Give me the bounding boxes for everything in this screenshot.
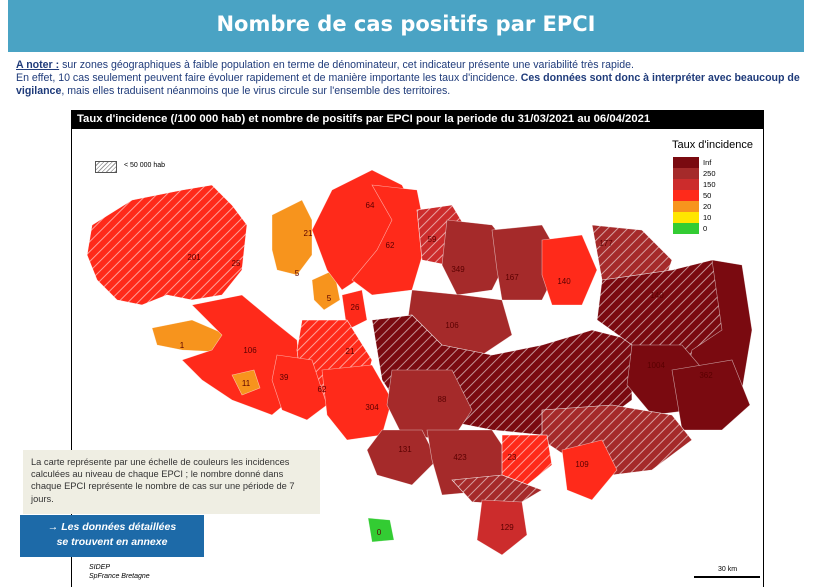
label-39: 39	[280, 373, 289, 382]
label-5b: 5	[327, 294, 332, 303]
source-note: SIDEP SpFrance Bretagne	[89, 563, 150, 581]
legend-swatch-0	[673, 223, 699, 234]
region-62-south	[271, 354, 328, 421]
hatch-legend-label: < 50 000 hab	[124, 162, 166, 169]
brittany-epci-map: 64 21 201 25 5 62 59 349 167 177 140 5 2…	[86, 169, 753, 556]
label-23: 23	[508, 453, 517, 462]
hatch-legend-swatch	[95, 161, 117, 173]
legend-label-0: 0	[703, 224, 708, 233]
scale-label: 30 km	[718, 566, 738, 573]
source-line1: SIDEP	[89, 564, 111, 571]
region-0	[367, 517, 395, 543]
region-21	[271, 199, 313, 276]
legend-swatch-inf	[673, 157, 699, 168]
label-62: 62	[386, 241, 395, 250]
region-129	[476, 499, 528, 556]
legend-swatch-20	[673, 201, 699, 212]
label-62b: 62	[318, 385, 327, 394]
legend-label-250: 250	[703, 169, 716, 178]
label-59: 59	[428, 235, 437, 244]
legend-swatch-150	[673, 179, 699, 190]
region-131	[366, 429, 438, 486]
region-finistere-north-hatch	[86, 184, 248, 306]
legend-label-inf: Inf	[703, 158, 712, 167]
label-109: 109	[575, 460, 589, 469]
label-88: 88	[438, 395, 447, 404]
map-frame	[71, 129, 764, 587]
region-23-hatch	[501, 434, 553, 486]
label-304: 304	[365, 403, 379, 412]
label-1: 1	[180, 341, 185, 350]
legend-swatch-250	[673, 168, 699, 179]
region-62	[351, 184, 428, 296]
region-finistere-south	[181, 294, 303, 416]
label-25: 25	[232, 259, 241, 268]
region-362	[671, 359, 751, 431]
annex-button[interactable]: → Les données détaillées se trouvent en …	[20, 515, 204, 557]
map-title: Taux d'incidence (/100 000 hab) et nombr…	[71, 110, 764, 129]
label-140b: 140	[650, 291, 664, 300]
annex-line2: se trouvent en annexe	[56, 536, 168, 548]
label-131: 131	[398, 445, 412, 454]
title-banner: Nombre de cas positifs par EPCI	[8, 0, 804, 52]
info-box: La carte représente par une échelle de c…	[23, 450, 320, 514]
label-129: 129	[500, 523, 514, 532]
source-line2: SpFrance Bretagne	[89, 573, 150, 580]
legend-label-50: 50	[703, 191, 712, 200]
notice-lead: A noter :	[16, 59, 60, 71]
legend-swatch-10	[673, 212, 699, 223]
notice-line2c: , mais elles traduisent néanmoins que le…	[61, 85, 451, 97]
region-140	[541, 234, 598, 306]
label-11: 11	[242, 379, 251, 388]
region-109	[561, 439, 618, 501]
label-362: 362	[699, 371, 713, 380]
label-0: 0	[377, 528, 382, 537]
label-21b: 21	[346, 347, 355, 356]
notice-text: A noter : sur zones géographiques à faib…	[16, 59, 806, 98]
label-167: 167	[505, 273, 519, 282]
label-177: 177	[599, 239, 613, 248]
region-south-coast-hatch	[451, 474, 543, 506]
label-423: 423	[453, 453, 467, 462]
notice-line1: sur zones géographiques à faible populat…	[59, 59, 634, 71]
notice-line2b: Ces données sont donc à interpréter avec…	[16, 72, 800, 97]
page-title: Nombre de cas positifs par EPCI	[216, 12, 596, 36]
legend-label-20: 20	[703, 202, 712, 211]
legend-title: Taux d'incidence	[672, 139, 753, 151]
label-140: 140	[557, 277, 571, 286]
label-5a: 5	[295, 269, 300, 278]
region-11	[231, 369, 261, 396]
label-106a: 106	[445, 321, 459, 330]
scale-bar	[694, 576, 760, 578]
legend-swatch-50	[673, 190, 699, 201]
legend-label-10: 10	[703, 213, 712, 222]
annex-line1: → Les données détaillées	[47, 521, 177, 533]
label-1004: 1004	[647, 361, 665, 370]
region-26	[341, 289, 368, 331]
label-64: 64	[366, 201, 375, 210]
label-349: 349	[451, 265, 465, 274]
legend-label-150: 150	[703, 180, 716, 189]
label-106b: 106	[243, 346, 257, 355]
notice-line2a: En effet, 10 cas seulement peuvent faire…	[16, 72, 521, 84]
label-201: 201	[187, 253, 201, 262]
label-21: 21	[304, 229, 313, 238]
label-26: 26	[351, 303, 360, 312]
